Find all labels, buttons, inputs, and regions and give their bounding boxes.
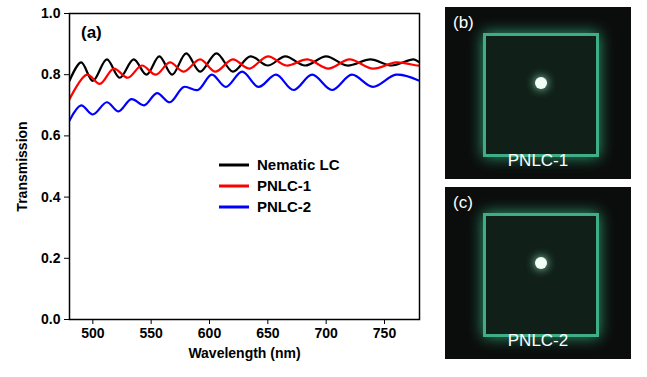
html-text:PNLC-1: PNLC-1 [257, 177, 312, 194]
svg-text:550: 550 [139, 325, 163, 341]
svg-text:700: 700 [314, 325, 338, 341]
svg-text:Transmission: Transmission [14, 121, 30, 211]
svg-text:0.4: 0.4 [41, 189, 61, 205]
html-text:(c): (c) [453, 193, 473, 212]
html-text:PNLC-2: PNLC-2 [507, 331, 569, 350]
svg-text:750: 750 [373, 325, 397, 341]
html-text:(b): (b) [453, 13, 474, 32]
svg-text:Wavelength (nm): Wavelength (nm) [188, 345, 300, 361]
svg-text:0.2: 0.2 [41, 250, 61, 266]
svg-text:500: 500 [81, 325, 105, 341]
svg-text:0.6: 0.6 [41, 127, 61, 143]
svg-text:1.0: 1.0 [41, 5, 61, 21]
html-text:PNLC-1: PNLC-1 [507, 151, 569, 170]
svg-text:0.8: 0.8 [41, 66, 61, 82]
svg-text:600: 600 [198, 325, 222, 341]
html-text:(a): (a) [81, 23, 102, 42]
html-text:PNLC-2: PNLC-2 [257, 198, 312, 215]
svg-text:0.0: 0.0 [41, 311, 61, 327]
html-text:Nematic LC: Nematic LC [257, 156, 340, 173]
svg-text:650: 650 [256, 325, 280, 341]
